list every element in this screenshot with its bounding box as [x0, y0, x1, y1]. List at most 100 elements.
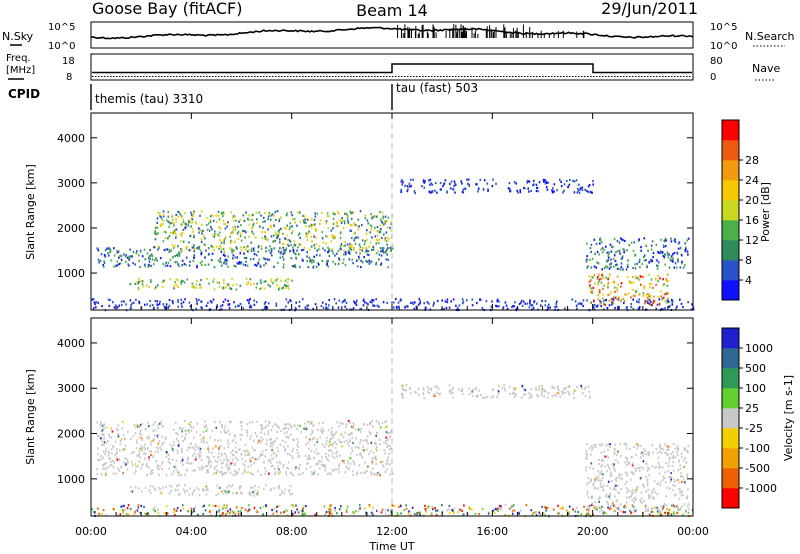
velocity-cell [500, 505, 502, 508]
velocity-cell [378, 421, 380, 424]
power-cell [233, 264, 235, 267]
power-cell [421, 185, 423, 188]
velocity-y-tick-label: 2000 [57, 428, 85, 441]
power-cell [169, 258, 172, 261]
velocity-cell [601, 443, 604, 446]
velocity-cell [146, 473, 148, 476]
velocity-cell [372, 425, 374, 428]
power-cell [366, 253, 369, 256]
power-cell [354, 242, 357, 245]
velocity-cell [594, 480, 596, 483]
velocity-cell [541, 505, 543, 509]
power-cell [475, 183, 477, 186]
velocity-cell [206, 471, 208, 474]
velocity-cell [240, 485, 242, 488]
velocity-cell [334, 446, 337, 449]
velocity-cell [603, 450, 605, 453]
power-cell [386, 253, 388, 256]
power-cell [253, 253, 256, 256]
power-cell [578, 302, 581, 305]
velocity-cell [151, 472, 154, 475]
power-cell [643, 254, 646, 257]
velocity-cell [131, 464, 134, 467]
velocity-cell [226, 466, 229, 469]
power-cell [575, 304, 578, 307]
power-cell [667, 292, 670, 295]
velocity-cell [385, 420, 388, 423]
velocity-cell [324, 513, 326, 516]
power-cell [181, 259, 184, 262]
velocity-cell [567, 390, 569, 393]
velocity-cell [648, 453, 650, 456]
power-cell [630, 302, 632, 306]
velocity-cell [246, 430, 249, 433]
velocity-cell [147, 459, 150, 462]
power-cell [404, 306, 406, 309]
power-cell [431, 183, 434, 186]
velocity-cell [642, 467, 645, 470]
power-cell [144, 258, 147, 261]
velocity-cell [229, 471, 232, 474]
power-cell [383, 233, 385, 236]
power-cell [616, 250, 619, 253]
velocity-cell [564, 391, 566, 394]
velocity-cell [449, 390, 451, 393]
power-cell [685, 248, 687, 251]
velocity-cell [640, 466, 643, 469]
power-cell [181, 305, 183, 308]
velocity-cell [291, 455, 294, 458]
power-cell [458, 304, 461, 307]
velocity-cell [262, 505, 265, 508]
power-cell [653, 299, 655, 302]
power-cell [248, 299, 250, 302]
velocity-cell [417, 387, 420, 390]
velocity-cell [352, 470, 354, 473]
velocity-cell [337, 438, 340, 441]
power-cell [636, 262, 638, 265]
velocity-cell [327, 459, 330, 462]
velocity-cell [103, 427, 105, 430]
velocity-cell [646, 481, 649, 485]
power-cell [287, 285, 289, 288]
velocity-cell [336, 468, 338, 471]
power-cell [598, 278, 601, 281]
velocity-cell [309, 457, 311, 460]
velocity-cell [184, 484, 186, 487]
velocity-cell [688, 508, 690, 511]
velocity-cell [605, 444, 608, 447]
velocity-cell [547, 392, 550, 395]
power-cell [371, 217, 373, 220]
velocity-cell [587, 496, 590, 499]
power-cell [182, 280, 184, 283]
velocity-cell [197, 513, 199, 516]
power-cell [538, 181, 541, 184]
power-cell [313, 260, 315, 263]
power-cell [603, 299, 605, 303]
velocity-cell [261, 453, 264, 456]
power-cell [662, 244, 665, 247]
power-cell [663, 292, 666, 295]
velocity-cell [660, 513, 663, 516]
power-cell [264, 231, 266, 234]
power-cell [362, 246, 364, 250]
power-cell [234, 265, 237, 268]
power-cell [577, 188, 579, 191]
velocity-cell [587, 477, 590, 480]
power-cell [234, 240, 236, 243]
power-cell [590, 287, 593, 290]
velocity-cell [451, 391, 454, 394]
velocity-cell [587, 512, 590, 515]
power-cell [590, 191, 592, 194]
velocity-cell [430, 389, 433, 392]
power-cell [282, 242, 284, 245]
velocity-cell [490, 396, 493, 399]
power-cell [586, 299, 588, 302]
power-cell [218, 231, 221, 234]
power-cell [290, 211, 292, 214]
velocity-cell [594, 501, 597, 504]
power-cell [165, 303, 168, 306]
velocity-cell [99, 454, 102, 457]
velocity-cell [672, 451, 674, 454]
power-cell [634, 254, 636, 257]
velocity-cell [267, 424, 270, 427]
